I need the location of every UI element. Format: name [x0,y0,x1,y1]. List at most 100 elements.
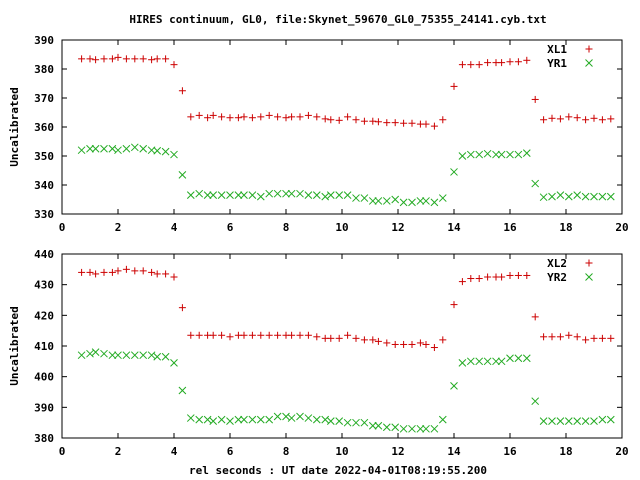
x-tick-label: 4 [171,445,178,458]
data-point-xl1 [296,113,304,121]
data-point-yr2 [282,412,290,421]
data-point-yr1 [581,192,590,201]
x-tick-label: 14 [447,221,461,234]
data-point-yr1 [217,191,226,200]
data-point-yr2 [450,382,458,390]
data-point-xl1 [304,111,312,119]
data-point-xl2 [416,339,424,347]
data-point-yr1 [408,198,416,207]
data-point-xl2 [548,333,556,341]
data-point-xl2 [422,340,430,348]
data-point-xl2 [108,268,116,276]
data-point-yr2 [514,354,523,363]
data-point-yr1 [130,143,139,152]
data-point-yr2 [475,357,484,366]
bottom-y-axis-label: Uncalibrated [8,306,21,385]
data-point-yr1 [108,144,117,153]
data-point-yr1 [531,179,540,188]
data-point-xl2 [506,271,514,279]
data-point-xl2 [369,336,377,344]
data-point-xl2 [178,304,186,312]
bottom-data-marks [77,265,615,433]
data-point-xl2 [439,336,447,344]
data-point-yr2 [304,414,313,422]
data-point-xl1 [187,113,195,121]
data-point-xl1 [498,59,506,67]
data-point-xl2 [240,331,248,339]
data-point-yr2 [153,352,162,361]
data-point-yr1 [438,194,447,202]
data-point-xl2 [335,334,343,342]
data-point-yr1 [416,197,425,205]
data-point-yr2 [122,351,131,360]
data-point-yr2 [226,417,234,425]
data-point-xl1 [234,114,242,122]
data-point-xl1 [598,116,606,124]
data-point-xl2 [78,268,86,276]
data-point-yr1 [450,168,458,176]
data-point-yr2 [506,354,514,363]
data-point-yr1 [590,192,598,201]
data-point-yr2 [170,359,178,367]
data-point-yr2 [360,418,369,427]
data-point-yr1 [287,189,296,198]
data-point-yr2 [147,351,156,360]
data-point-xl2 [400,340,408,348]
data-point-xl2 [484,273,492,281]
data-point-yr1 [195,189,204,198]
data-point-xl2 [475,275,483,283]
data-point-xl1 [226,114,234,122]
data-point-yr1 [497,150,506,159]
data-point-xl2 [352,334,360,342]
data-point-yr2 [335,417,344,425]
y-tick-label: 410 [34,340,54,353]
data-point-xl1 [506,58,514,66]
data-point-yr1 [100,144,108,153]
data-point-xl1 [548,114,556,122]
data-point-yr1 [203,191,212,200]
data-point-yr2 [86,349,94,358]
y-tick-label: 430 [34,279,54,292]
data-point-xl2 [514,271,522,279]
data-point-xl2 [540,333,548,341]
data-point-xl2 [565,331,573,339]
data-point-yr2 [458,359,467,367]
data-point-yr2 [399,424,408,433]
data-point-xl1 [430,122,438,130]
top-data-marks [77,53,615,207]
data-point-yr1 [265,189,274,198]
data-point-xl1 [344,113,352,121]
top-y-axis-label: Uncalibrated [8,87,21,166]
data-point-xl1 [170,61,178,69]
data-point-yr1 [234,191,243,200]
data-point-xl1 [148,56,156,64]
data-point-xl2 [218,331,226,339]
x-tick-label: 8 [283,221,290,234]
x-tick-label: 20 [615,221,628,234]
data-point-yr1 [321,192,330,201]
data-point-xl2 [187,331,195,339]
data-point-xl1 [100,55,108,63]
y-tick-label: 380 [34,432,54,445]
data-point-yr1 [296,189,304,198]
data-point-xl1 [475,61,483,69]
data-point-xl2 [170,273,178,281]
data-point-xl1 [114,53,122,61]
data-point-yr1 [360,194,369,202]
data-point-xl2 [498,273,506,281]
data-point-xl2 [607,334,615,342]
data-point-xl1 [582,116,590,124]
data-point-yr2 [497,357,506,366]
x-tick-label: 2 [115,445,122,458]
data-point-yr1 [352,194,360,202]
data-point-yr1 [343,191,352,200]
x-tick-label: 2 [115,221,122,234]
data-point-yr1 [312,191,321,200]
data-point-xl1 [86,55,94,63]
data-point-yr2 [139,351,148,360]
data-point-yr2 [556,417,565,425]
data-point-yr1 [248,191,257,200]
data-point-yr1 [335,191,344,200]
data-point-xl2 [430,344,438,352]
data-point-xl1 [523,56,531,64]
